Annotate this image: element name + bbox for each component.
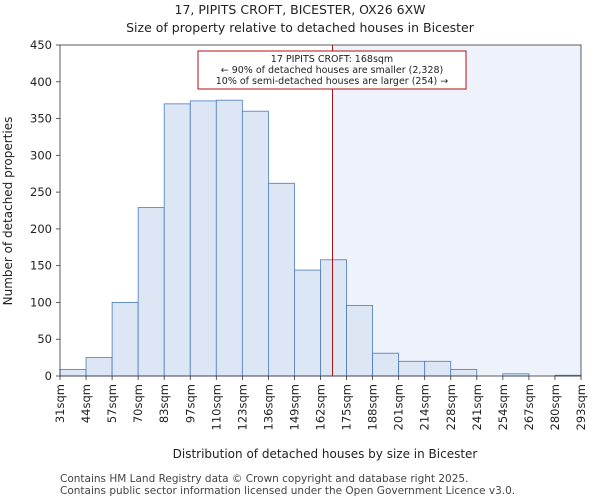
x-tick-label-44sqm: 44sqm: [79, 384, 93, 423]
bar-31sqm: [59, 368, 87, 377]
bar-175sqm: [346, 304, 373, 377]
x-tick-label-188sqm: 188sqm: [366, 384, 380, 430]
x-tick-label-136sqm: 136sqm: [261, 384, 275, 430]
x-tick-label-123sqm: 123sqm: [235, 384, 249, 430]
x-tick-label-110sqm: 110sqm: [209, 384, 223, 430]
x-tick-label-214sqm: 214sqm: [418, 384, 432, 430]
y-axis: 0 50 100 150 200 250 300 350 400 450: [30, 38, 60, 383]
bar-228sqm: [450, 368, 478, 377]
bar-149sqm: [294, 269, 321, 377]
x-tick-label-267sqm: 267sqm: [522, 384, 536, 430]
x-tick-label-83sqm: 83sqm: [157, 384, 171, 423]
x-tick-label-97sqm: 97sqm: [183, 384, 197, 423]
larger-region-shade: [332, 45, 581, 376]
bar-188sqm: [372, 352, 400, 377]
annotation-line-3: 10% of semi-detached houses are larger (…: [216, 76, 449, 87]
x-tick-label-70sqm: 70sqm: [131, 384, 145, 423]
x-axis-label: Distribution of detached houses by size …: [173, 447, 478, 461]
annotation-line-2: ← 90% of detached houses are smaller (2,…: [221, 65, 444, 76]
x-tick-label-175sqm: 175sqm: [340, 384, 354, 430]
x-tick-label-201sqm: 201sqm: [392, 384, 406, 430]
footer-line-2: Contains public sector information licen…: [60, 485, 516, 497]
x-tick-label-280sqm: 280sqm: [548, 384, 562, 430]
footer-line-1: Contains HM Land Registry data © Crown c…: [60, 473, 469, 485]
y-tick-label-300: 300: [30, 148, 52, 162]
x-tick-label-254sqm: 254sqm: [496, 384, 510, 430]
chart-subtitle: Size of property relative to detached ho…: [126, 20, 474, 35]
x-tick-label-293sqm: 293sqm: [574, 384, 588, 430]
bar-123sqm: [241, 110, 269, 377]
plot-frame: [59, 44, 582, 377]
y-tick-label-400: 400: [30, 75, 52, 89]
x-tick-label-162sqm: 162sqm: [314, 384, 328, 430]
bar-97sqm: [189, 100, 217, 377]
x-tick-label-31sqm: 31sqm: [53, 384, 67, 423]
y-tick-label-450: 450: [30, 38, 52, 52]
x-tick-label-241sqm: 241sqm: [470, 384, 484, 430]
chart-title: 17, PIPITS CROFT, BICESTER, OX26 6XW: [174, 2, 426, 17]
bar-162sqm: [320, 259, 347, 377]
bar-110sqm: [215, 99, 243, 377]
y-tick-label-350: 350: [30, 112, 52, 126]
x-tick-label-57sqm: 57sqm: [105, 384, 119, 423]
y-tick-label-250: 250: [30, 185, 52, 199]
annotation-frame: [197, 50, 467, 90]
bars-group: [59, 99, 582, 377]
y-tick-label-50: 50: [37, 332, 52, 346]
y-tick-label-150: 150: [30, 259, 52, 273]
bar-57sqm: [111, 302, 139, 377]
bar-214sqm: [424, 360, 452, 377]
bar-70sqm: [137, 207, 165, 377]
annotation-box: 17 PIPITS CROFT: 168sqm ← 90% of detache…: [197, 50, 467, 90]
annotation-line-1: 17 PIPITS CROFT: 168sqm: [271, 54, 393, 65]
y-tick-label-100: 100: [30, 295, 52, 309]
bar-83sqm: [163, 103, 191, 377]
x-tick-label-228sqm: 228sqm: [444, 384, 458, 430]
bar-136sqm: [267, 182, 295, 377]
bar-201sqm: [398, 360, 426, 377]
x-axis: 31sqm 44sqm 57sqm 70sqm 83sqm 97sqm 110sqm 123s…: [53, 376, 588, 430]
x-tick-label-149sqm: 149sqm: [287, 384, 301, 430]
y-tick-label-0: 0: [45, 369, 52, 383]
y-axis-label: Number of detached properties: [1, 117, 15, 306]
bar-44sqm: [85, 357, 113, 377]
y-tick-label-200: 200: [30, 222, 52, 236]
